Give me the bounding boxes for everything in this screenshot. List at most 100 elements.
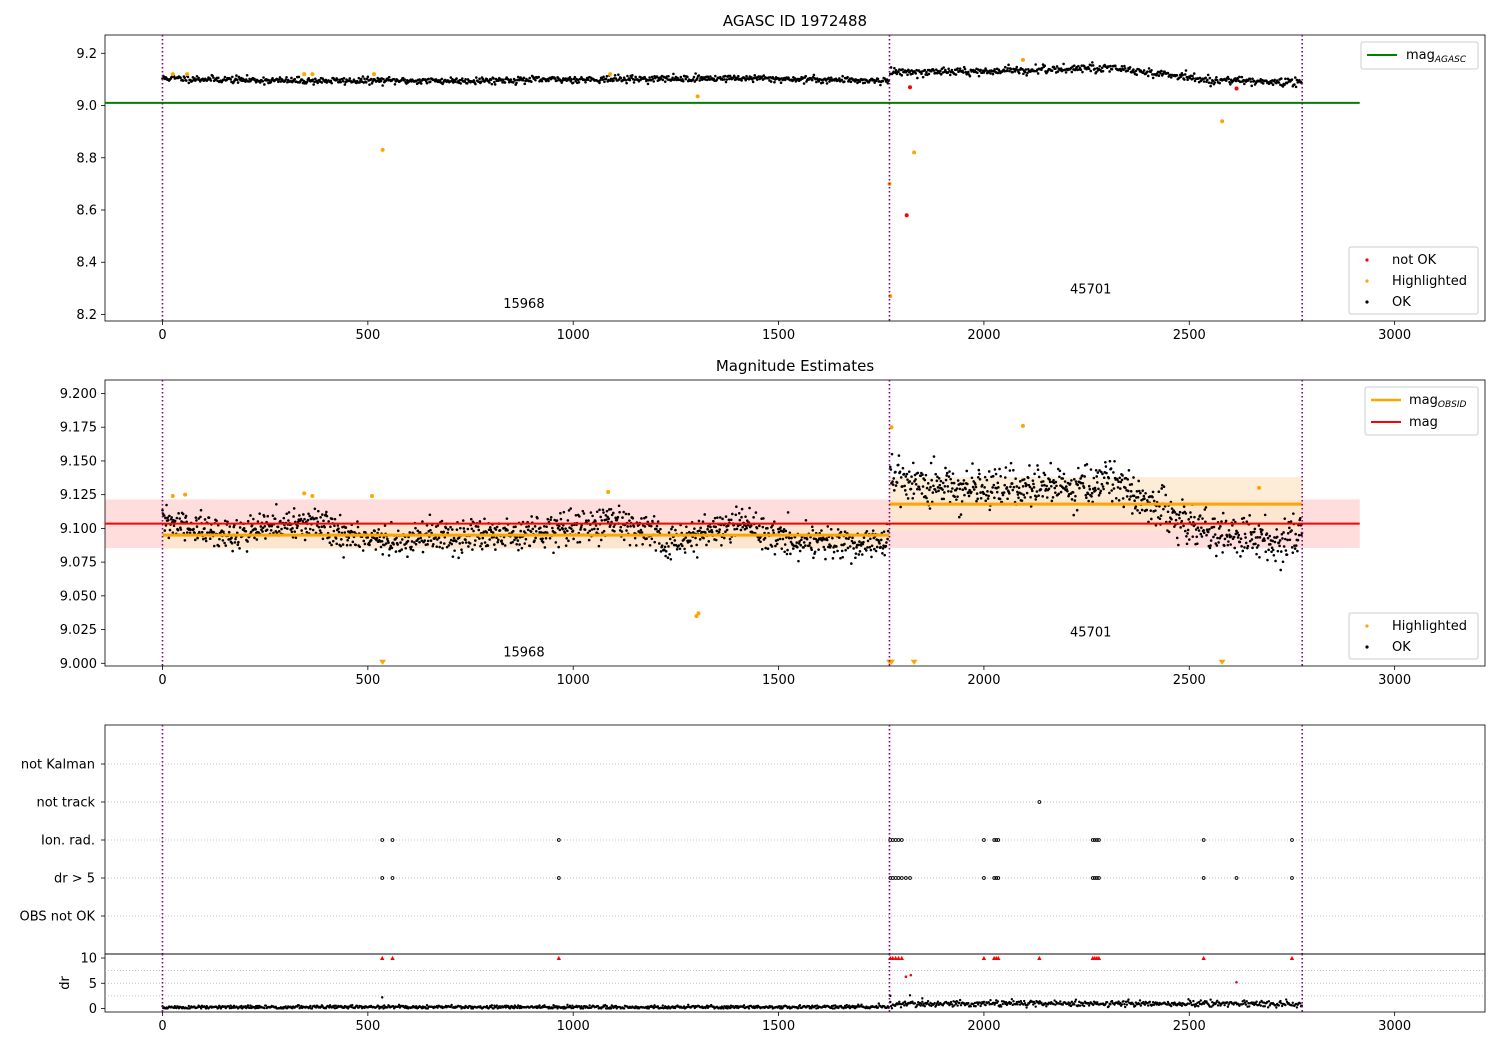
ok-point — [428, 80, 432, 84]
ok-point — [267, 79, 271, 82]
ok-point — [589, 511, 593, 514]
dr-high-point — [1235, 980, 1238, 984]
ok-point — [212, 530, 215, 534]
dr-point — [1291, 1001, 1294, 1004]
ok-point — [1163, 504, 1167, 508]
y-tick-label: 9.0 — [76, 99, 97, 114]
ok-point — [333, 524, 336, 528]
ok-point — [619, 525, 623, 529]
ok-point — [625, 529, 628, 532]
ok-point — [802, 541, 806, 544]
x-tick-label: 2000 — [967, 673, 1000, 688]
dr-point — [1197, 1005, 1200, 1008]
x-tick-label: 500 — [355, 673, 380, 688]
ok-point — [893, 489, 896, 492]
ok-point — [379, 545, 383, 549]
ok-point — [1273, 540, 1277, 544]
ok-point — [1091, 61, 1094, 64]
ok-point — [493, 80, 496, 84]
ok-point — [858, 80, 862, 83]
ok-point — [1242, 516, 1246, 520]
ok-point — [345, 543, 349, 547]
ok-point — [339, 80, 343, 84]
ok-point — [624, 78, 628, 82]
dr-point — [186, 1007, 190, 1010]
ok-point — [912, 492, 916, 495]
ok-point — [438, 79, 442, 82]
ok-point — [381, 553, 385, 556]
ok-point — [852, 547, 855, 550]
ok-point — [1191, 74, 1194, 78]
ok-point — [527, 525, 531, 528]
ok-point — [308, 514, 312, 518]
ok-point — [1233, 546, 1237, 550]
ok-point — [356, 520, 359, 523]
ok-point — [1022, 493, 1025, 497]
ok-point — [1151, 495, 1154, 499]
dr-clipped-marker — [380, 955, 385, 961]
ok-point — [1095, 481, 1099, 484]
flag-category-label: not Kalman — [21, 758, 95, 773]
ok-point — [1236, 531, 1239, 534]
dr-point — [309, 1004, 312, 1008]
ok-point — [287, 519, 290, 522]
ok-point — [276, 525, 280, 529]
ok-point — [166, 518, 170, 522]
ok-point — [249, 514, 252, 517]
ok-point — [1292, 512, 1295, 515]
ok-point — [540, 531, 543, 534]
ok-point — [646, 520, 650, 524]
ok-point — [631, 516, 635, 520]
ok-point — [843, 530, 847, 534]
ok-point — [667, 531, 671, 535]
ok-point — [879, 83, 882, 87]
ok-point — [222, 530, 225, 534]
ok-point — [980, 483, 984, 487]
ok-point — [1213, 517, 1216, 520]
ok-point — [758, 524, 761, 528]
ok-point — [788, 531, 792, 535]
ok-point — [200, 530, 204, 534]
ok-point — [396, 543, 399, 546]
ok-point — [693, 80, 697, 83]
ok-point — [1037, 475, 1041, 479]
dr-point — [860, 1003, 863, 1006]
ok-point — [1036, 468, 1040, 472]
ok-point — [953, 495, 956, 499]
ok-point — [245, 550, 249, 553]
ok-point — [974, 485, 978, 489]
ok-point — [272, 531, 275, 535]
ok-point — [455, 540, 458, 543]
ok-point — [716, 516, 719, 519]
dr-point — [903, 1000, 907, 1003]
ok-point — [929, 461, 933, 465]
ok-point — [1032, 482, 1035, 486]
ok-point — [302, 513, 305, 516]
ok-point — [233, 541, 237, 544]
legend-reference: magAGASC — [1360, 41, 1479, 70]
ok-point — [881, 79, 885, 83]
dr-point — [1242, 1002, 1245, 1005]
ok-point — [1162, 507, 1165, 511]
ok-point — [962, 482, 965, 486]
ok-point — [1202, 531, 1206, 535]
ok-point — [1101, 472, 1104, 476]
dr-point — [779, 1005, 783, 1008]
ok-point — [831, 557, 835, 560]
ok-point — [936, 475, 939, 479]
dr-point — [490, 1004, 494, 1007]
ok-point — [692, 550, 696, 553]
ok-point — [744, 524, 748, 528]
ok-point — [463, 530, 466, 533]
ok-point — [477, 528, 481, 532]
ok-point — [1224, 79, 1228, 82]
ok-point — [975, 492, 979, 495]
ok-point — [895, 72, 899, 76]
ok-point — [1293, 76, 1297, 79]
ok-point — [1082, 486, 1086, 489]
ok-point — [1003, 65, 1007, 69]
ok-point — [899, 476, 903, 479]
dr-point — [1285, 1000, 1289, 1004]
ok-point — [461, 519, 465, 522]
ok-point — [534, 530, 538, 533]
